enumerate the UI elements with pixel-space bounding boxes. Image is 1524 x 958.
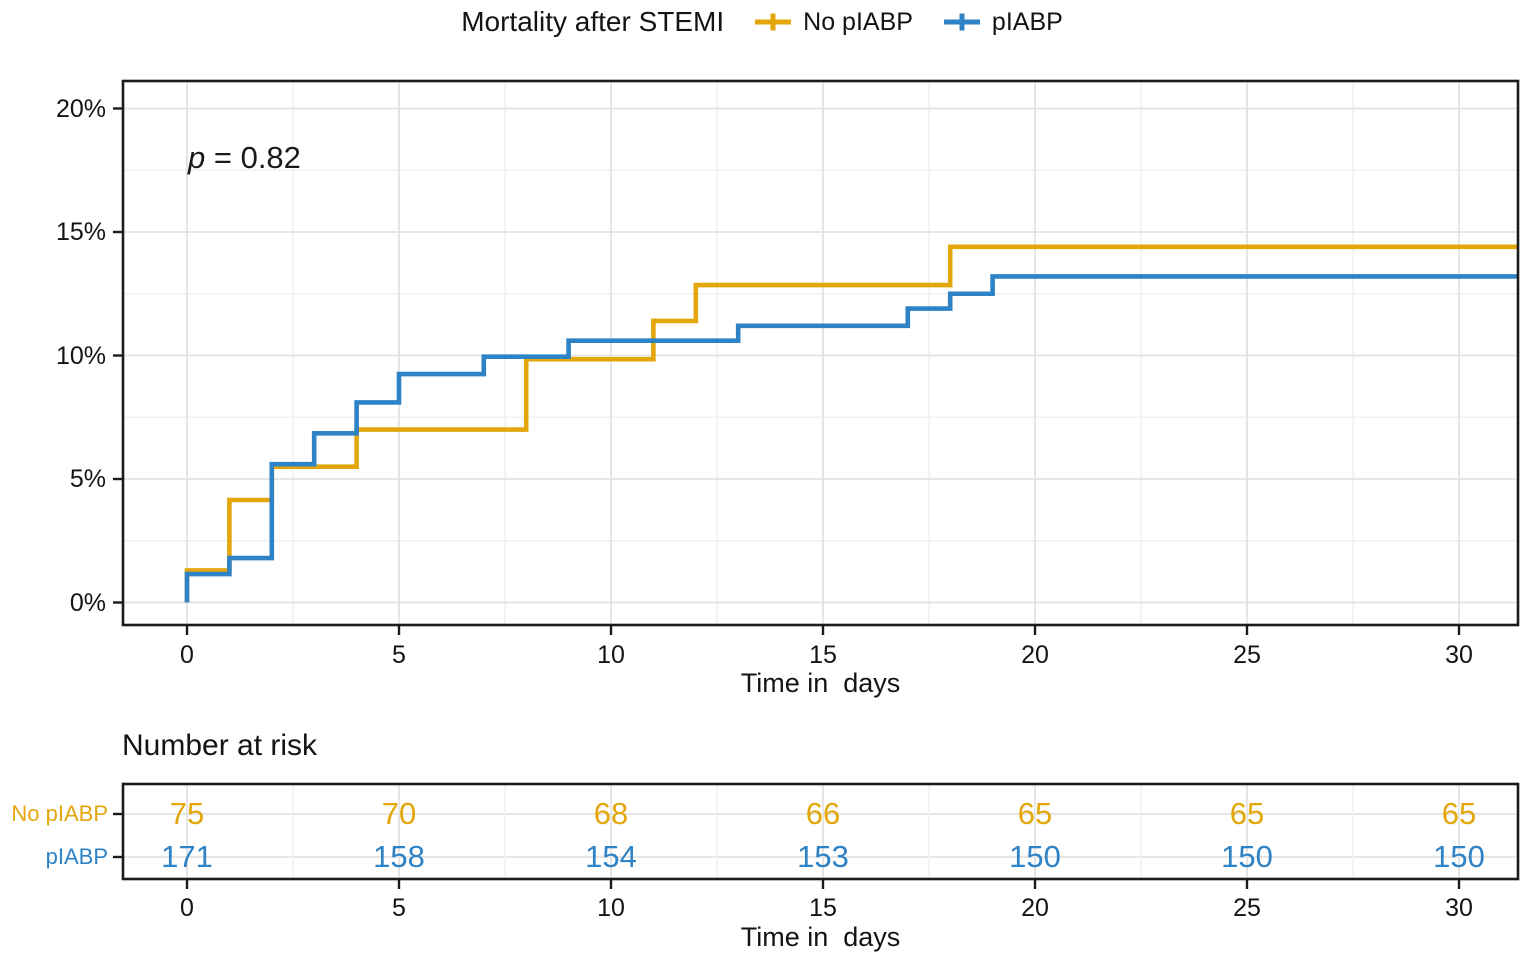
x-tick-label-risk: 15: [809, 894, 837, 922]
risk-count: 154: [585, 839, 637, 874]
main-panel-border: [121, 79, 1520, 627]
x-tick-label-risk: 0: [180, 894, 194, 922]
risk-table-heading: Number at risk: [122, 729, 318, 762]
legend-item-piabp: pIABP: [943, 8, 1063, 37]
p-value-annotation: p = 0.82: [188, 140, 301, 176]
x-axis-title-main: Time in days: [740, 668, 901, 698]
x-tick-label-main: 10: [597, 641, 625, 669]
risk-count: 75: [169, 796, 205, 831]
x-tick-label-main: 25: [1233, 641, 1261, 669]
y-tick-label: 15%: [55, 218, 106, 246]
x-tick-label-main: 30: [1445, 641, 1473, 669]
risk-count: 66: [805, 796, 841, 831]
risk-count: 158: [373, 839, 425, 874]
risk-count: 68: [593, 796, 629, 831]
x-tick-label-risk: 20: [1021, 894, 1049, 922]
risk-count: 150: [1433, 839, 1485, 874]
risk-row-label-no-piabp: No pIABP: [11, 801, 108, 826]
x-tick-label-main: 15: [809, 641, 837, 669]
p-value-symbol: p: [188, 140, 206, 175]
x-tick-label-main: 5: [392, 641, 406, 669]
risk-count: 150: [1221, 839, 1273, 874]
survival-curve-piabp: [184, 274, 1519, 603]
risk-count: 153: [797, 839, 849, 874]
x-tick-label-main: 0: [180, 641, 194, 669]
legend-label-no-piabp: No pIABP: [803, 7, 913, 36]
risk-count: 65: [1229, 796, 1265, 831]
y-tick-label: 5%: [69, 465, 106, 493]
legend-item-no-piabp: No pIABP: [754, 8, 913, 37]
x-tick-label-risk: 25: [1233, 894, 1261, 922]
risk-panel-border: [121, 782, 1520, 881]
risk-count: 150: [1009, 839, 1061, 874]
y-tick-label: 20%: [55, 94, 106, 123]
risk-count: 171: [161, 839, 213, 874]
x-tick-label-risk: 30: [1445, 894, 1473, 922]
risk-count: 70: [381, 796, 417, 831]
risk-count: 65: [1017, 796, 1053, 831]
survival-curve-no-piabp: [184, 244, 1519, 603]
x-tick-label-risk: 5: [392, 894, 406, 922]
figure-header: Mortality after STEMI No pIABP pIABP: [0, 2, 1524, 42]
figure-title: Mortality after STEMI: [461, 6, 725, 37]
p-value-text: = 0.82: [205, 140, 301, 175]
legend-label-piabp: pIABP: [991, 7, 1063, 36]
x-tick-label-main: 20: [1021, 641, 1049, 669]
x-tick-label-risk: 10: [597, 894, 625, 922]
risk-count: 65: [1441, 796, 1477, 831]
risk-row-label-piabp: pIABP: [45, 844, 108, 869]
legend-key-cross-icon: [755, 13, 792, 31]
y-tick-label: 0%: [69, 588, 106, 617]
legend-key-cross-icon: [943, 13, 980, 31]
x-axis-title-risk: Time in days: [740, 922, 901, 952]
y-tick-label: 10%: [55, 341, 106, 370]
